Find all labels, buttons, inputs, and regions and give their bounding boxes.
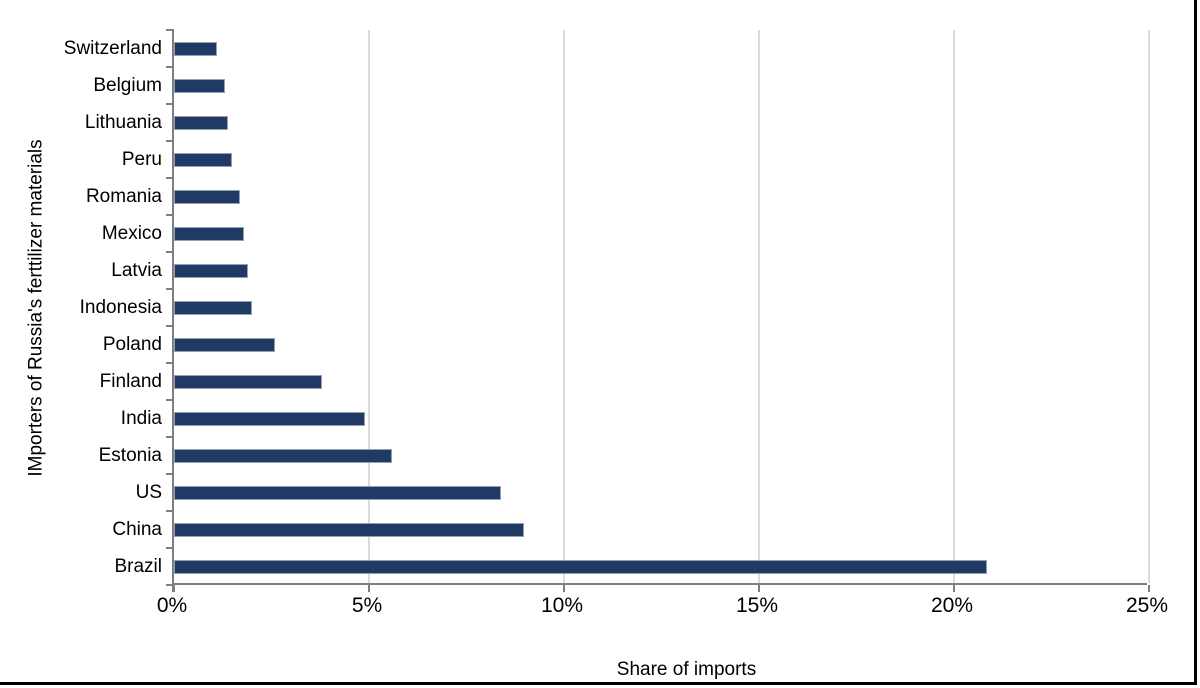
x-axis-tick-5%: [368, 585, 370, 592]
category-label-belgium: Belgium: [93, 75, 162, 96]
x-axis-tick-15%: [758, 585, 760, 592]
y-axis-tick: [166, 103, 174, 105]
y-axis-tick: [166, 547, 174, 549]
bar-lithuania: [174, 115, 229, 130]
y-axis-tick: [166, 584, 174, 586]
bar-romania: [174, 189, 241, 204]
bar-indonesia: [174, 300, 252, 315]
category-label-romania: Romania: [85, 186, 162, 207]
gridline-20%: [953, 30, 955, 583]
y-axis-tick: [166, 29, 174, 31]
gridline-10%: [563, 30, 565, 583]
bar-estonia: [174, 448, 392, 463]
y-axis-tick: [166, 140, 174, 142]
category-label-china: China: [112, 519, 162, 540]
x-axis-tick-10%: [563, 585, 565, 592]
x-tick-label-25%: 25%: [1125, 594, 1169, 617]
y-axis-tick: [166, 251, 174, 253]
category-label-mexico: Mexico: [101, 223, 162, 244]
bar-finland: [174, 374, 322, 389]
x-axis-title: Share of imports: [616, 659, 757, 680]
x-tick-label-0%: 0%: [156, 594, 188, 617]
bar-poland: [174, 337, 276, 352]
x-tick-label-5%: 5%: [351, 594, 383, 617]
category-label-switzerland: Switzerland: [63, 38, 162, 59]
gridline-5%: [368, 30, 370, 583]
y-axis-tick: [166, 399, 174, 401]
bar-mexico: [174, 226, 245, 241]
category-label-indonesia: Indonesia: [79, 297, 162, 318]
y-axis-tick: [166, 214, 174, 216]
x-axis-tick-20%: [953, 585, 955, 592]
category-label-india: India: [120, 408, 162, 429]
x-tick-label-20%: 20%: [930, 594, 974, 617]
x-axis-tick-0%: [173, 585, 175, 592]
y-axis-tick: [166, 66, 174, 68]
y-axis-tick: [166, 325, 174, 327]
y-axis-tick: [166, 436, 174, 438]
category-label-us: US: [135, 482, 162, 503]
category-label-lithuania: Lithuania: [84, 112, 162, 133]
x-tick-label-10%: 10%: [540, 594, 584, 617]
x-tick-label-15%: 15%: [735, 594, 779, 617]
y-axis-tick: [166, 362, 174, 364]
category-label-finland: Finland: [99, 371, 162, 392]
category-label-peru: Peru: [121, 149, 162, 170]
bar-brazil: [174, 559, 988, 574]
y-axis-bottom-overhang: [172, 585, 174, 592]
plot-area: [166, 29, 1150, 592]
bar-india: [174, 411, 365, 426]
gridline-15%: [758, 30, 760, 583]
bar-us: [174, 485, 501, 500]
gridline-25%: [1148, 30, 1150, 583]
y-axis-tick: [166, 288, 174, 290]
category-label-brazil: Brazil: [114, 556, 162, 577]
y-axis-tick: [166, 510, 174, 512]
bar-latvia: [174, 263, 248, 278]
bar-belgium: [174, 78, 225, 93]
category-label-poland: Poland: [102, 334, 162, 355]
category-label-latvia: Latvia: [111, 260, 162, 281]
y-axis-tick: [166, 473, 174, 475]
bar-switzerland: [174, 41, 217, 56]
y-axis-tick: [166, 177, 174, 179]
bar-peru: [174, 152, 233, 167]
x-axis-tick-25%: [1148, 585, 1150, 592]
category-label-estonia: Estonia: [98, 445, 162, 466]
y-axis-category-labels: Switzerland Belgium Lithuania Peru Romania Me…: [0, 30, 162, 585]
bar-china: [174, 522, 525, 537]
